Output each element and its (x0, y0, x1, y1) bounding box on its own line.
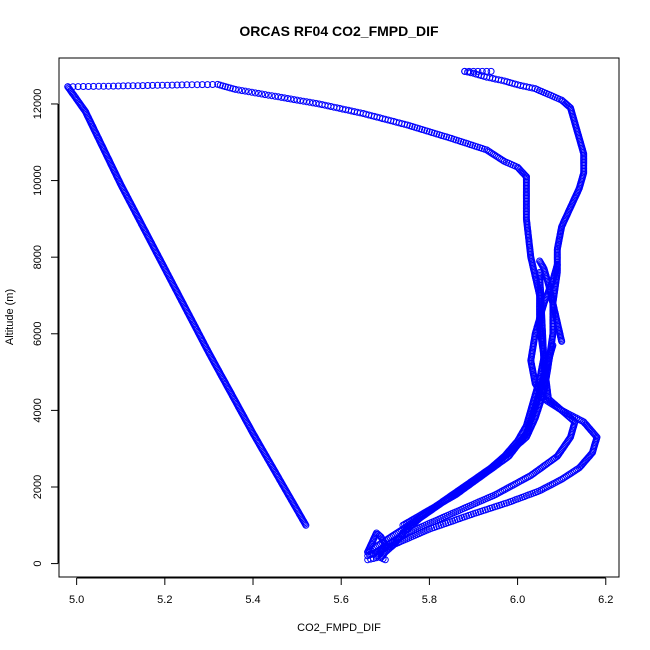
data-point (163, 81, 171, 89)
data-point (238, 87, 246, 95)
x-tick-label: 5.2 (157, 594, 172, 606)
data-point (105, 82, 112, 90)
data-point (558, 337, 566, 345)
data-point (173, 81, 181, 89)
data-point (478, 67, 486, 75)
data-point (255, 89, 262, 97)
data-point (158, 81, 166, 89)
y-tick-label: 12000 (32, 89, 44, 120)
data-point (204, 81, 211, 89)
x-tick-label: 6.0 (510, 594, 525, 606)
data-point (109, 82, 117, 90)
y-tick-label: 8000 (32, 245, 44, 269)
data-point (500, 486, 508, 494)
x-tick-label: 5.0 (69, 594, 84, 606)
data-point (139, 82, 147, 90)
data-point (258, 90, 266, 98)
y-tick-label: 10000 (32, 165, 44, 196)
data-point (235, 86, 243, 94)
chart-title: ORCAS RF04 CO2_FMPD_DIF (239, 23, 439, 39)
data-point (100, 82, 108, 90)
data-point (487, 67, 495, 75)
data-point (515, 478, 522, 486)
data-point (119, 82, 127, 90)
data-point (188, 81, 196, 89)
data-point (90, 82, 97, 90)
data-point (149, 81, 157, 89)
data-point (69, 83, 77, 91)
data-point (178, 81, 186, 89)
data-point (470, 67, 477, 75)
data-point (168, 81, 176, 89)
data-point (183, 81, 191, 89)
x-axis-label: CO2_FMPD_DIF (297, 622, 381, 634)
data-point (509, 481, 517, 489)
data-point (268, 92, 276, 100)
data-point (499, 156, 507, 164)
data-point (465, 67, 473, 75)
x-tick-label: 6.2 (598, 594, 613, 606)
data-point (402, 519, 410, 527)
data-point (154, 81, 161, 89)
y-tick-label: 0 (32, 561, 44, 567)
plot-frame (58, 57, 620, 578)
data-point (461, 67, 469, 75)
y-tick-label: 2000 (32, 475, 44, 499)
data-point (124, 82, 132, 90)
data-point (264, 91, 272, 99)
data-point (209, 81, 217, 88)
y-axis: 0 2000 4000 6000 8000 10000 12000 (32, 89, 59, 567)
data-point (114, 82, 122, 90)
data-point (65, 84, 73, 92)
x-axis: 5.0 5.2 5.4 5.6 5.8 6.0 6.2 (69, 577, 613, 606)
data-point (144, 82, 152, 89)
data-point (95, 82, 103, 90)
data-point (559, 97, 567, 105)
data-point (364, 548, 372, 556)
data-point (261, 91, 269, 99)
data-points (64, 67, 601, 564)
data-point (74, 83, 82, 91)
x-tick-label: 5.4 (245, 594, 260, 606)
y-axis-label: Altitude (m) (4, 289, 16, 345)
data-point (79, 83, 87, 90)
data-point (549, 341, 557, 349)
data-point (248, 88, 256, 96)
data-point (64, 83, 72, 91)
data-point (251, 89, 259, 97)
data-point (553, 261, 561, 269)
data-point (245, 88, 253, 96)
data-point (129, 82, 137, 90)
data-point (241, 87, 249, 95)
data-point (134, 82, 142, 90)
data-point (402, 530, 410, 538)
data-point (193, 81, 201, 89)
x-tick-label: 5.6 (334, 594, 349, 606)
x-tick-label: 5.8 (422, 594, 437, 606)
data-point (231, 85, 239, 93)
y-tick-label: 4000 (32, 398, 44, 422)
data-point (84, 83, 92, 90)
y-tick-label: 6000 (32, 322, 44, 346)
data-point (483, 67, 491, 75)
data-point (474, 67, 482, 75)
plot-border (58, 57, 620, 578)
data-point (381, 556, 389, 564)
data-point (198, 81, 206, 89)
